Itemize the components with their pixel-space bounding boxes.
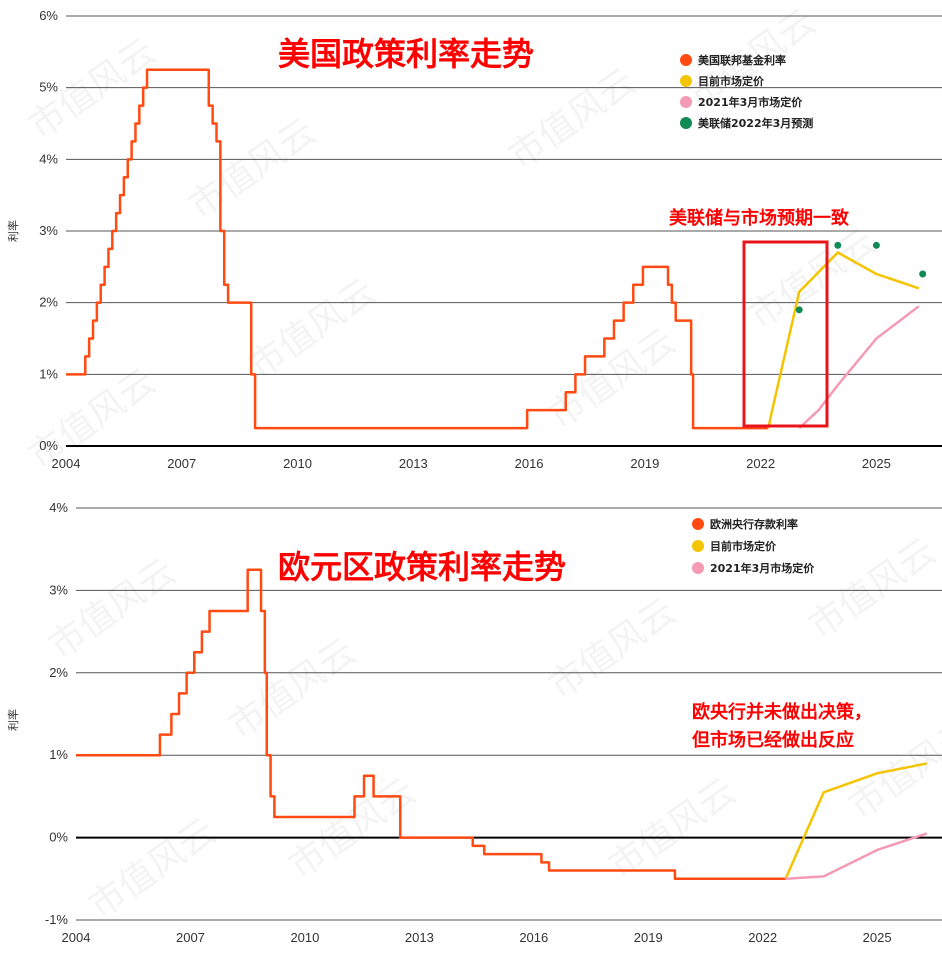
x-tick-label: 2010 [290,930,319,945]
legend-marker [680,54,692,66]
x-tick-label: 2016 [519,930,548,945]
watermark-text: 市值风云 [542,591,683,707]
y-tick-label: -1% [45,912,69,927]
x-tick-label: 2025 [863,930,892,945]
y-tick-label: 3% [49,582,68,597]
chart-title: 美国政策利率走势 [278,35,534,73]
data-point [872,241,880,249]
watermark-text: 市值风云 [802,531,942,647]
watermark-text: 市值风云 [182,111,323,227]
x-tick-label: 2013 [399,456,428,471]
legend-marker [692,562,704,574]
y-tick-label: 1% [39,366,58,381]
y-tick-label: 4% [39,151,58,166]
annotation-text: 美联储与市场预期一致 [669,207,850,229]
euro-rate-chart: -1% 0% 1% 2% 3% 4% 2004 2007 2010 2013 2016 2019 202… [6,500,942,945]
y-tick-label: 4% [49,500,68,515]
data-point [834,241,842,249]
series-line [798,305,920,429]
x-tick-label: 2019 [634,930,663,945]
legend-label: 目前市场定价 [698,74,765,88]
series-line [66,68,769,430]
watermark-text: 市值风云 [42,551,183,667]
y-tick-label: 0% [39,438,58,453]
legend-marker [680,96,692,108]
y-axis-label: 利率 [6,709,20,731]
data-point [795,306,803,314]
us-rate-chart: 0% 1% 2% 3% 4% 5% 6% 2004 2007 2010 2013 2016 2019 20… [6,8,942,471]
watermark-text: 市值风云 [222,631,363,747]
annotation-text: 欧央行并未做出决策， [692,701,872,723]
x-tick-label: 2004 [52,456,81,471]
watermark-text: 市值风云 [282,771,423,887]
legend-marker [680,117,692,129]
legend-marker [692,518,704,530]
data-point [919,270,927,278]
x-tick-label: 2007 [167,456,196,471]
highlight-box [742,240,829,428]
x-tick-label: 2019 [630,456,659,471]
y-tick-label: 1% [49,747,68,762]
watermark-text: 市值风云 [82,811,223,927]
x-tick-label: 2007 [176,930,205,945]
legend-label: 目前市场定价 [710,539,777,553]
legend-marker [692,540,704,552]
y-tick-label: 2% [49,665,68,680]
x-tick-label: 2022 [746,456,775,471]
annotation-text: 但市场已经做出反应 [691,729,854,751]
watermark-text: 市值风云 [502,61,643,177]
series-line [784,762,927,880]
legend-marker [680,75,692,87]
y-tick-label: 5% [39,80,58,95]
x-tick-label: 2013 [405,930,434,945]
series-line [76,568,786,881]
x-tick-label: 2010 [283,456,312,471]
x-tick-label: 2016 [515,456,544,471]
y-axis-label: 利率 [6,220,20,242]
y-tick-label: 2% [39,295,58,310]
y-tick-label: 3% [39,223,58,238]
legend-label: 2021年3月市场定价 [710,561,815,575]
legend-label: 欧洲央行存款利率 [710,517,798,531]
x-tick-label: 2004 [62,930,91,945]
chart-title: 欧元区政策利率走势 [278,548,566,586]
x-tick-label: 2022 [748,930,777,945]
x-tick-label: 2025 [862,456,891,471]
y-tick-label: 6% [39,8,58,23]
series-line [785,832,928,881]
legend-label: 2021年3月市场定价 [698,95,803,109]
watermark-text: 市值风云 [242,271,383,387]
legend-label: 美国联邦基金利率 [698,53,786,67]
legend-label: 美联储2022年3月预测 [698,116,813,130]
y-tick-label: 0% [49,830,68,845]
series-line [767,251,920,429]
